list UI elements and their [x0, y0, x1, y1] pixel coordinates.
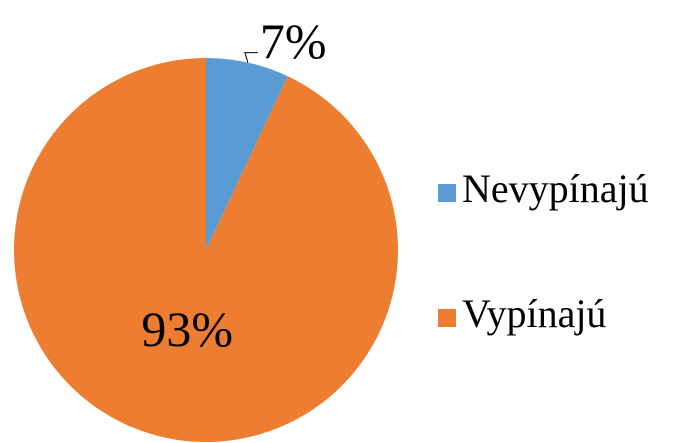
pie-slice: [14, 58, 399, 443]
legend-label: Nevypínajú: [462, 166, 649, 211]
legend-label: Vypínajú: [462, 291, 606, 336]
data-label: 7%: [260, 13, 327, 69]
pie-slice: [206, 58, 288, 250]
data-label: 93%: [141, 301, 233, 357]
legend-swatch: [438, 184, 456, 202]
legend-swatch: [438, 309, 456, 327]
leader-line: [244, 52, 258, 63]
